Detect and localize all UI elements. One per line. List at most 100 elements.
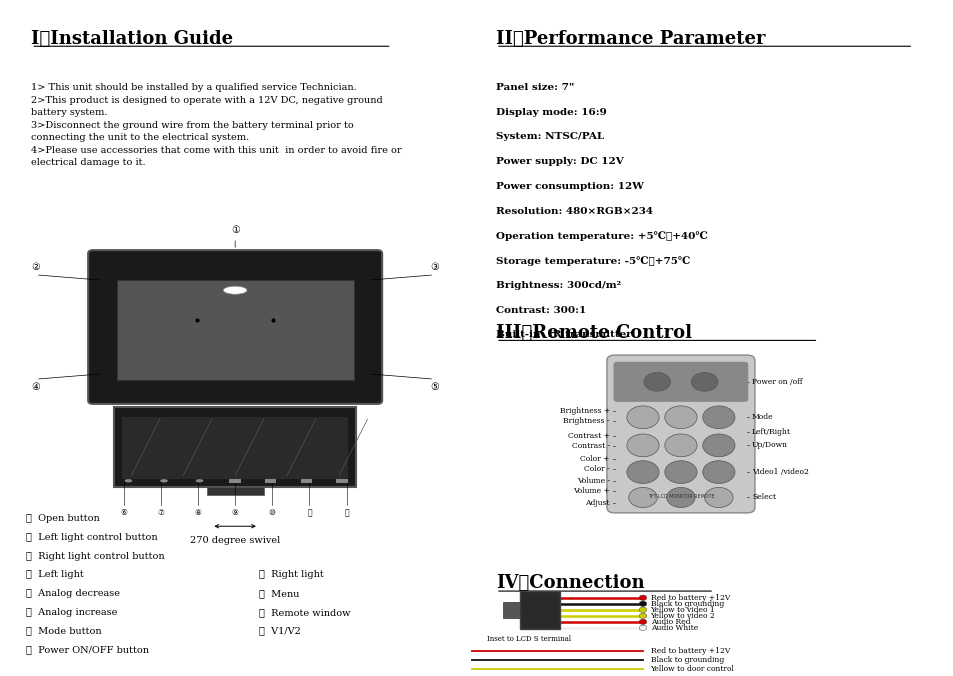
Text: ⑨  Remote window: ⑨ Remote window xyxy=(258,608,350,617)
Text: Storage temperature: -5℃～+75℃: Storage temperature: -5℃～+75℃ xyxy=(496,256,689,266)
FancyBboxPatch shape xyxy=(606,355,754,513)
Circle shape xyxy=(626,434,659,457)
FancyBboxPatch shape xyxy=(613,362,747,402)
Circle shape xyxy=(704,487,732,508)
Text: Power consumption: 12W: Power consumption: 12W xyxy=(496,182,643,191)
Text: III、Remote Control: III、Remote Control xyxy=(496,324,691,341)
Text: ⑦  Menu: ⑦ Menu xyxy=(258,589,299,598)
Circle shape xyxy=(639,613,646,619)
Circle shape xyxy=(664,434,697,457)
Text: Select: Select xyxy=(751,493,775,502)
Circle shape xyxy=(626,461,659,483)
Bar xyxy=(114,407,355,487)
Text: Volume -: Volume - xyxy=(576,477,609,485)
Ellipse shape xyxy=(223,286,247,294)
Circle shape xyxy=(664,406,697,429)
Text: ⑪: ⑪ xyxy=(307,508,312,517)
Text: ②  Left light control button: ② Left light control button xyxy=(27,533,158,542)
Text: Color +: Color + xyxy=(579,456,609,463)
Circle shape xyxy=(664,461,697,483)
Text: IV、Connection: IV、Connection xyxy=(496,575,644,592)
Bar xyxy=(122,417,348,479)
Circle shape xyxy=(626,406,659,429)
Text: II、Performance Parameter: II、Performance Parameter xyxy=(496,30,764,47)
Text: ①  Open button: ① Open button xyxy=(27,514,100,523)
Ellipse shape xyxy=(195,479,203,483)
Text: Audio White: Audio White xyxy=(650,624,697,632)
Circle shape xyxy=(639,601,646,606)
Text: Brightness -: Brightness - xyxy=(562,416,609,425)
Circle shape xyxy=(643,372,670,391)
Circle shape xyxy=(639,607,646,612)
Circle shape xyxy=(702,461,734,483)
Text: ⑩  Mode button: ⑩ Mode button xyxy=(27,627,102,635)
Text: ①: ① xyxy=(231,225,239,235)
Text: ②: ② xyxy=(31,262,40,272)
Text: TFT-LCD MONITOR REMOTE: TFT-LCD MONITOR REMOTE xyxy=(647,494,714,500)
Text: Adjust: Adjust xyxy=(585,499,609,507)
Text: Built-in  IR transmitter: Built-in IR transmitter xyxy=(496,331,631,339)
Text: ⑧  Analog increase: ⑧ Analog increase xyxy=(27,608,118,617)
Bar xyxy=(265,479,276,483)
Circle shape xyxy=(628,487,657,508)
Text: 1> This unit should be installed by a qualified service Technician.
2>This produ: 1> This unit should be installed by a qu… xyxy=(31,83,401,167)
Text: Black to grounding: Black to grounding xyxy=(650,656,723,664)
Circle shape xyxy=(666,487,695,508)
Text: Resolution: 480×RGB×234: Resolution: 480×RGB×234 xyxy=(496,207,652,216)
Text: Panel size: 7": Panel size: 7" xyxy=(496,83,574,92)
Text: Color -: Color - xyxy=(583,465,609,473)
Circle shape xyxy=(702,406,734,429)
Bar xyxy=(207,487,263,496)
FancyBboxPatch shape xyxy=(88,250,382,404)
Text: Contrast +: Contrast + xyxy=(567,432,609,440)
Text: Operation temperature: +5℃～+40℃: Operation temperature: +5℃～+40℃ xyxy=(496,231,707,241)
Text: ⑪  V1/V2: ⑪ V1/V2 xyxy=(258,627,300,635)
Text: 270 degree swivel: 270 degree swivel xyxy=(190,536,280,546)
Text: ⑥  Analog decrease: ⑥ Analog decrease xyxy=(27,589,120,598)
Bar xyxy=(230,479,240,483)
Bar xyxy=(502,602,519,618)
Circle shape xyxy=(639,619,646,625)
Text: ④: ④ xyxy=(31,382,40,392)
Text: Yellow to door control: Yellow to door control xyxy=(650,665,734,673)
Text: ④  Left light: ④ Left light xyxy=(27,571,84,579)
Ellipse shape xyxy=(160,479,168,483)
Text: Power on /off: Power on /off xyxy=(751,378,801,386)
Text: ⑧: ⑧ xyxy=(194,508,201,517)
Text: ⑥: ⑥ xyxy=(120,508,127,517)
Ellipse shape xyxy=(125,479,132,483)
Circle shape xyxy=(639,595,646,600)
Text: ③  Right light control button: ③ Right light control button xyxy=(27,552,165,560)
Bar xyxy=(300,479,312,483)
Text: Power supply: DC 12V: Power supply: DC 12V xyxy=(496,158,623,166)
Text: ⑤: ⑤ xyxy=(430,382,438,392)
Text: Brightness: 300cd/m²: Brightness: 300cd/m² xyxy=(496,281,620,290)
Text: ⑤  Right light: ⑤ Right light xyxy=(258,571,323,579)
Text: ⑫  Power ON/OFF button: ⑫ Power ON/OFF button xyxy=(27,645,150,654)
Text: ⑫: ⑫ xyxy=(344,508,349,517)
Text: Yellow to video 1: Yellow to video 1 xyxy=(650,606,715,614)
Text: ⑨: ⑨ xyxy=(232,508,238,517)
Text: Audio Red: Audio Red xyxy=(650,618,689,626)
Text: Yellow to video 2: Yellow to video 2 xyxy=(650,612,715,620)
Text: Inset to LCD S terminal: Inset to LCD S terminal xyxy=(487,635,571,643)
Text: Volume +: Volume + xyxy=(573,487,609,495)
Circle shape xyxy=(639,625,646,631)
Text: Video1 /video2: Video1 /video2 xyxy=(751,468,808,476)
Text: Brightness +: Brightness + xyxy=(559,406,609,414)
Text: Red to battery +12V: Red to battery +12V xyxy=(650,647,729,655)
Text: ③: ③ xyxy=(430,262,438,272)
Text: System: NTSC/PAL: System: NTSC/PAL xyxy=(496,132,603,141)
Text: Up/Down: Up/Down xyxy=(751,441,787,450)
Text: ⑦: ⑦ xyxy=(157,508,164,517)
Text: Display mode: 16:9: Display mode: 16:9 xyxy=(496,107,606,117)
Text: Left/Right: Left/Right xyxy=(751,428,790,436)
Circle shape xyxy=(702,434,734,457)
Text: Black to grounding: Black to grounding xyxy=(650,600,723,608)
Bar xyxy=(335,479,347,483)
Bar xyxy=(116,281,354,381)
Text: Red to battery +12V: Red to battery +12V xyxy=(650,594,729,602)
Text: Contrast: 300:1: Contrast: 300:1 xyxy=(496,306,585,314)
Text: Contrast -: Contrast - xyxy=(571,442,609,450)
Circle shape xyxy=(691,372,718,391)
